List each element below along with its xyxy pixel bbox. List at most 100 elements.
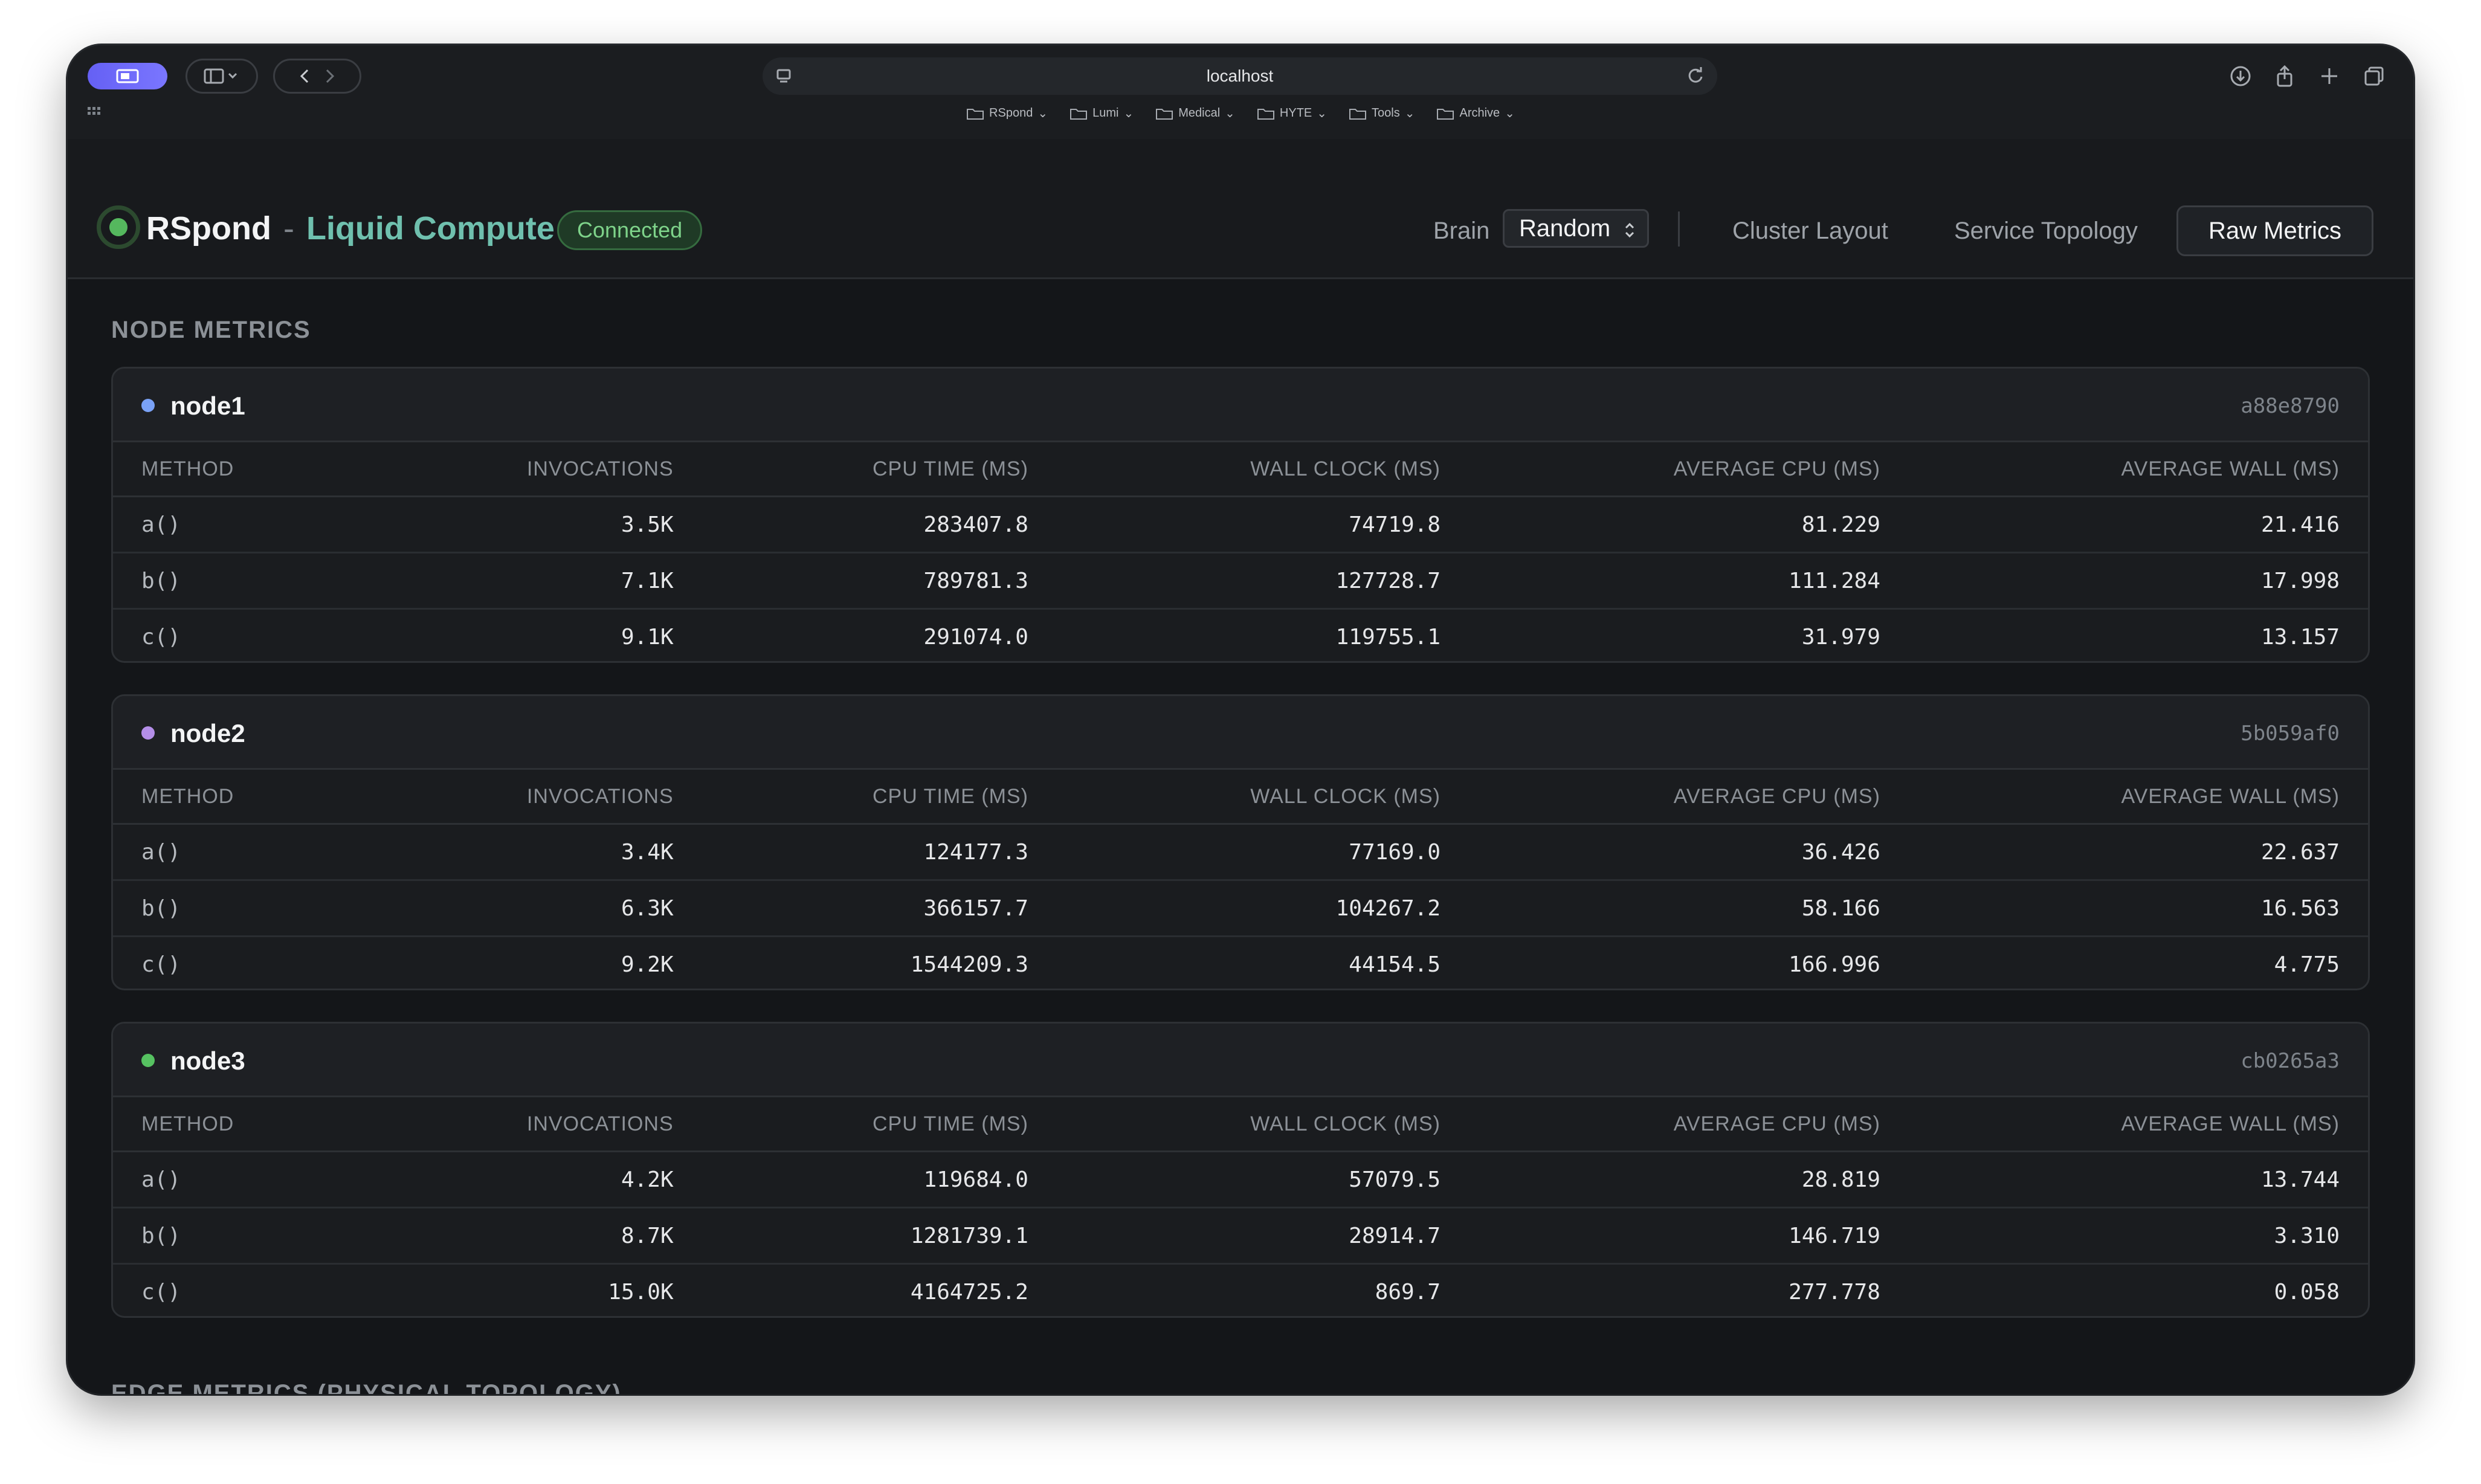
brain-select[interactable]: Random bbox=[1503, 209, 1649, 248]
download-icon bbox=[2230, 66, 2251, 86]
table-header-row: METHOD INVOCATIONS CPU TIME (MS) WALL CL… bbox=[113, 770, 2368, 825]
reload-icon[interactable] bbox=[1686, 66, 1705, 85]
chevron-down-icon: ⌄ bbox=[1505, 107, 1515, 120]
app-subtitle: Liquid Compute bbox=[306, 210, 555, 247]
bookmark-folder-archive[interactable]: Archive ⌄ bbox=[1436, 106, 1515, 121]
back-icon[interactable] bbox=[293, 67, 317, 85]
sidebar-icon bbox=[204, 68, 237, 84]
address-bar[interactable]: localhost bbox=[763, 57, 1717, 95]
cell-method: b() bbox=[113, 552, 363, 610]
forward-icon[interactable] bbox=[317, 67, 341, 85]
col-average-wall: AVERAGE WALL (MS) bbox=[1908, 770, 2368, 825]
brand-name: RSpond bbox=[146, 210, 271, 247]
brain-label: Brain bbox=[1433, 218, 1490, 244]
cell-average-cpu: 277.778 bbox=[1789, 1279, 1880, 1305]
node-card-header: node1 a88e8790 bbox=[113, 369, 2368, 442]
folder-icon bbox=[1070, 108, 1088, 120]
cell-average-cpu: 31.979 bbox=[1801, 624, 1880, 650]
share-button[interactable] bbox=[2267, 59, 2302, 94]
chevron-down-icon: ⌄ bbox=[1404, 107, 1415, 120]
cell-invocations: 9.2K bbox=[621, 952, 674, 977]
cell-average-wall: 13.157 bbox=[2260, 624, 2340, 650]
table-row: c() 15.0K 4164725.2 869.7 277.778 0.058 bbox=[113, 1264, 2368, 1317]
brain-select-value: Random bbox=[1519, 215, 1611, 242]
nav-raw-metrics[interactable]: Raw Metrics bbox=[2176, 205, 2374, 256]
cell-cpu-time: 291074.0 bbox=[923, 624, 1028, 650]
tabs-overview-icon bbox=[2364, 66, 2384, 86]
cell-average-cpu: 36.426 bbox=[1469, 824, 1909, 881]
cell-cpu-time: 1281739.1 bbox=[702, 1207, 1057, 1265]
node-hash: 5b059af0 bbox=[2241, 721, 2340, 746]
cell-wall-clock: 44154.5 bbox=[1349, 952, 1441, 977]
bookmark-folder-rspond[interactable]: RSpond ⌄ bbox=[966, 106, 1048, 121]
node-hash: a88e8790 bbox=[2241, 394, 2340, 418]
url-text: localhost bbox=[1206, 66, 1274, 85]
cell-wall-clock: 869.7 bbox=[1375, 1279, 1441, 1305]
cell-average-cpu: 81.229 bbox=[1469, 496, 1909, 553]
cell-invocations: 8.7K bbox=[362, 1207, 702, 1265]
chevron-down-icon: ⌄ bbox=[1225, 107, 1235, 120]
table-row: a() 3.5K 283407.8 74719.8 81.229 21.416 bbox=[113, 496, 2368, 553]
bookmark-folder-tools[interactable]: Tools ⌄ bbox=[1349, 106, 1415, 121]
new-tab-button[interactable] bbox=[2312, 59, 2347, 94]
cell-cpu-time: 283407.8 bbox=[702, 496, 1057, 553]
col-cpu-time: CPU TIME (MS) bbox=[702, 770, 1057, 825]
metrics-table: METHOD INVOCATIONS CPU TIME (MS) WALL CL… bbox=[113, 1097, 2368, 1317]
logo-icon bbox=[97, 205, 140, 249]
cell-average-cpu: 146.719 bbox=[1469, 1207, 1909, 1265]
folder-icon bbox=[1156, 108, 1173, 120]
cell-average-wall: 17.998 bbox=[1908, 552, 2368, 610]
folder-icon bbox=[1437, 108, 1454, 120]
node-card: node3 cb0265a3 METHOD INVOCATIONS CPU TI… bbox=[111, 1022, 2370, 1318]
cell-average-wall: 4.775 bbox=[2274, 952, 2340, 977]
cell-average-wall: 3.310 bbox=[1908, 1207, 2368, 1265]
col-cpu-time: CPU TIME (MS) bbox=[702, 442, 1057, 497]
cell-average-cpu: 28.819 bbox=[1469, 1151, 1909, 1208]
cell-cpu-time: 119684.0 bbox=[702, 1151, 1057, 1208]
app-header: RSpond - Liquid Compute Connected Brain … bbox=[68, 139, 2413, 279]
table-row: b() 8.7K 1281739.1 28914.7 146.719 3.310 bbox=[113, 1207, 2368, 1265]
bookmark-folder-hyte[interactable]: HYTE ⌄ bbox=[1257, 106, 1327, 121]
share-icon bbox=[2277, 65, 2292, 87]
bookmark-folder-lumi[interactable]: Lumi ⌄ bbox=[1070, 106, 1134, 121]
cell-wall-clock: 57079.5 bbox=[1056, 1151, 1470, 1208]
nav-cluster-layout[interactable]: Cluster Layout bbox=[1732, 218, 1888, 244]
cell-wall-clock: 77169.0 bbox=[1056, 824, 1470, 881]
table-row: a() 4.2K 119684.0 57079.5 28.819 13.744 bbox=[113, 1151, 2368, 1208]
history-nav bbox=[273, 59, 361, 94]
col-wall-clock: WALL CLOCK (MS) bbox=[1056, 442, 1470, 497]
col-method: METHOD bbox=[113, 1097, 363, 1152]
nav-service-topology[interactable]: Service Topology bbox=[1954, 218, 2138, 244]
folder-icon bbox=[1349, 108, 1367, 120]
cell-average-wall: 0.058 bbox=[2274, 1279, 2340, 1305]
cell-invocations: 3.5K bbox=[362, 496, 702, 553]
cell-average-wall: 22.637 bbox=[1908, 824, 2368, 881]
connection-status-badge: Connected bbox=[557, 210, 703, 250]
cell-wall-clock: 127728.7 bbox=[1056, 552, 1470, 610]
apps-grid-icon[interactable] bbox=[87, 105, 105, 123]
cell-method: c() bbox=[141, 1279, 181, 1305]
bookmark-folder-medical[interactable]: Medical ⌄ bbox=[1155, 106, 1235, 121]
site-settings-icon[interactable] bbox=[775, 67, 793, 85]
tab-overview-button[interactable] bbox=[2357, 59, 2392, 94]
cell-cpu-time: 1544209.3 bbox=[910, 952, 1028, 977]
table-header-row: METHOD INVOCATIONS CPU TIME (MS) WALL CL… bbox=[113, 1097, 2368, 1152]
table-row: c() 9.1K 291074.0 119755.1 31.979 13.157 bbox=[113, 609, 2368, 662]
col-average-wall: AVERAGE WALL (MS) bbox=[1908, 1097, 2368, 1152]
updown-chevron-icon bbox=[1625, 222, 1634, 238]
downloads-button[interactable] bbox=[2223, 59, 2258, 94]
bookmark-label: Medical bbox=[1178, 106, 1221, 120]
node-metrics-heading: NODE METRICS bbox=[111, 317, 311, 343]
node-hash: cb0265a3 bbox=[2241, 1049, 2340, 1073]
cell-invocations: 9.1K bbox=[621, 624, 674, 650]
cell-method: a() bbox=[113, 824, 363, 881]
cell-average-wall: 13.744 bbox=[1908, 1151, 2368, 1208]
col-method: METHOD bbox=[113, 442, 363, 497]
sidebar-toggle-button[interactable] bbox=[186, 59, 258, 94]
tab-group-button[interactable] bbox=[88, 63, 167, 89]
header-divider bbox=[1678, 211, 1680, 247]
chevron-down-icon: ⌄ bbox=[1037, 107, 1048, 120]
cell-method: b() bbox=[113, 880, 363, 937]
app-title: RSpond - Liquid Compute bbox=[146, 210, 555, 247]
node-status-dot bbox=[141, 1054, 155, 1067]
